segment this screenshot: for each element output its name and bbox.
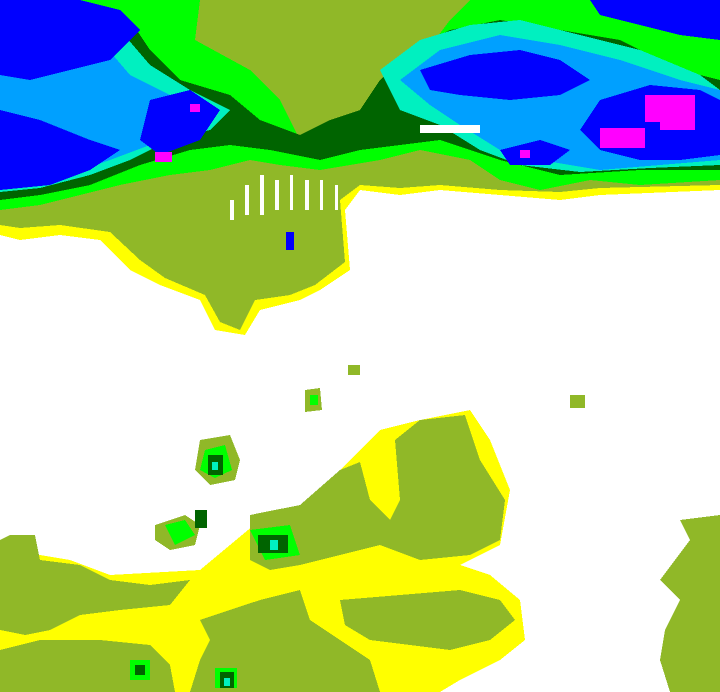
southern-precip (0, 365, 720, 692)
northern-precip-band (0, 0, 720, 335)
olive-south-4 (340, 590, 515, 650)
blue-cell-center (286, 232, 294, 250)
olive-islands (155, 365, 585, 550)
blue-north (0, 0, 720, 190)
olive-inset-north (200, 0, 460, 130)
olive-south-2 (250, 415, 505, 570)
olive-south-1 (0, 535, 190, 635)
white-streaks (230, 125, 480, 220)
olive-east (660, 515, 720, 692)
olive-south-3 (190, 590, 380, 692)
